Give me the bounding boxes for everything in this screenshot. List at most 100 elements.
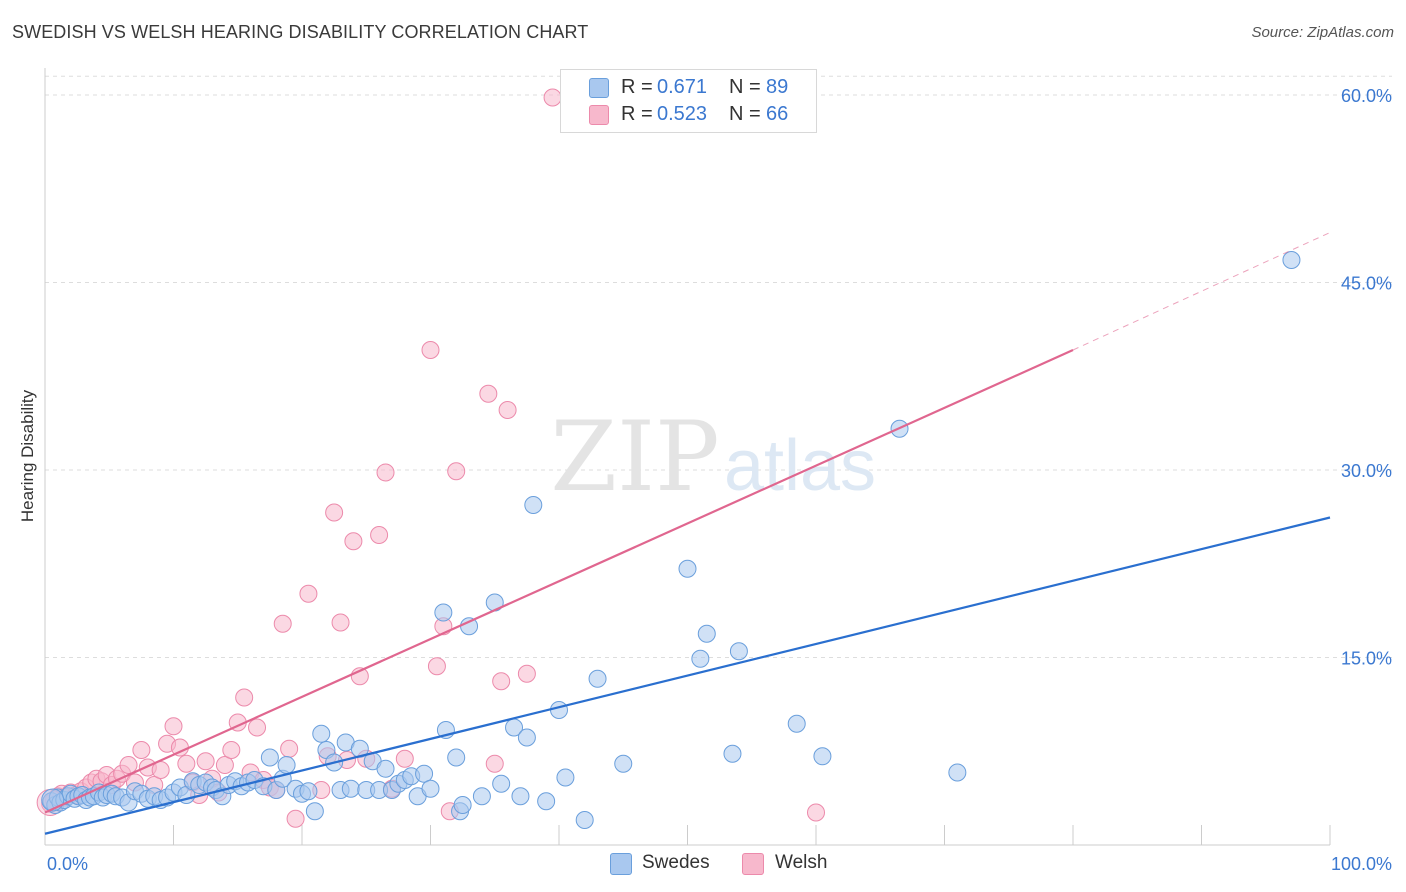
y-tick-label: 60.0% [1341,86,1392,106]
bottom-legend-swatch-swedes [610,853,632,875]
swedes-point [341,779,360,798]
y-tick-label: 30.0% [1341,461,1392,481]
legend-n-value-welsh: 66 [766,103,789,125]
swedes-point [575,811,594,829]
trend-lines [44,232,1331,835]
swedes-point [511,787,530,806]
legend-n-value-swedes: 89 [766,76,789,98]
swedes-points [41,251,1301,829]
welsh-point [447,462,466,481]
swedes-point [376,759,395,778]
x-tick-label: 0.0% [47,854,88,874]
source-label: Source: ZipAtlas.com [1251,24,1394,41]
welsh-point [807,803,825,822]
welsh-point [196,752,215,771]
swedes-point [787,714,806,733]
welsh-point [177,754,196,773]
swedes-point [813,747,832,766]
swedes-point [492,774,511,793]
welsh-point [331,613,350,632]
welsh-point [280,739,299,758]
y-tick-label: 45.0% [1341,274,1392,294]
swedes-point [697,624,716,643]
welsh-point [299,584,318,603]
welsh-trend-line [44,348,1074,814]
swedes-trend-line [44,516,1331,835]
welsh-point [286,809,305,828]
grid-lines [45,75,1392,658]
watermark-atlas: atlas [724,426,876,506]
swedes-point [723,744,742,763]
swedes-point [299,782,318,801]
welsh-point [248,718,267,737]
swedes-point [517,728,536,747]
legend-r-label: R = [621,103,653,125]
stats-legend: R = 0.671 N = 89 R = 0.523 N = 66 [560,69,817,133]
welsh-point [498,401,517,419]
bottom-legend-swatch-welsh [742,853,764,875]
swedes-point [41,788,65,812]
welsh-point [370,526,389,544]
swedes-point [472,787,491,806]
welsh-point [479,384,498,403]
welsh-point [222,741,241,759]
welsh-point [376,463,395,482]
welsh-point [215,756,234,774]
welsh-point [492,672,511,691]
x-tick-label: 100.0% [1331,854,1392,874]
welsh-point [485,754,504,773]
swedes-point [691,649,710,668]
welsh-point [543,88,562,107]
legend-r-label: R = [621,76,653,98]
swedes-point [537,792,556,811]
chart-title: SWEDISH VS WELSH HEARING DISABILITY CORR… [12,22,589,42]
swedes-point [421,779,440,798]
swedes-point [588,669,607,688]
y-axis-label: Hearing Disability [18,389,37,522]
welsh-point [119,756,138,774]
bottom-legend-label-swedes: Swedes [642,852,710,873]
swedes-point [524,496,543,514]
welsh-point [325,503,344,522]
welsh-point [164,717,183,736]
legend-n-label: N = [729,76,761,98]
swedes-point [556,768,575,787]
swedes-point [312,724,331,743]
axes [44,68,1331,846]
swedes-point [260,748,279,767]
legend-r-value-welsh: 0.523 [657,103,708,125]
tick-labels: 15.0% 30.0% 45.0% 60.0% 0.0% 100.0% [47,86,1392,874]
swedes-point [434,603,453,622]
swedes-point [460,617,479,636]
welsh-point [273,614,292,633]
swedes-point [453,796,472,814]
swedes-point [277,756,296,774]
welsh-point [427,657,446,676]
welsh-point [132,741,151,759]
welsh-point [395,749,414,768]
swedes-point [447,748,466,767]
welsh-point [421,341,440,359]
legend-n-label: N = [729,103,761,125]
welsh-trend-extension [1072,232,1331,351]
legend-swatch-swedes [589,78,609,98]
swedes-point [550,701,568,719]
swedes-point [415,764,434,783]
bottom-legend-label-welsh: Welsh [775,852,828,873]
legend-row-swedes: R = 0.671 N = 89 [561,76,816,100]
legend-row-welsh: R = 0.523 N = 66 [561,103,816,127]
legend-swatch-welsh [589,105,609,125]
swedes-point [678,559,697,578]
swedes-point [729,642,748,661]
swedes-point [305,802,324,821]
y-tick-label: 15.0% [1341,649,1392,669]
watermark: ZIP atlas [550,401,876,513]
swedes-point [614,754,633,773]
legend-r-value-swedes: 0.671 [657,76,708,98]
swedes-point [948,763,967,782]
swedes-point [1282,251,1301,269]
watermark-zip: ZIP [550,401,719,513]
welsh-point [344,532,363,551]
welsh-point [517,664,536,683]
